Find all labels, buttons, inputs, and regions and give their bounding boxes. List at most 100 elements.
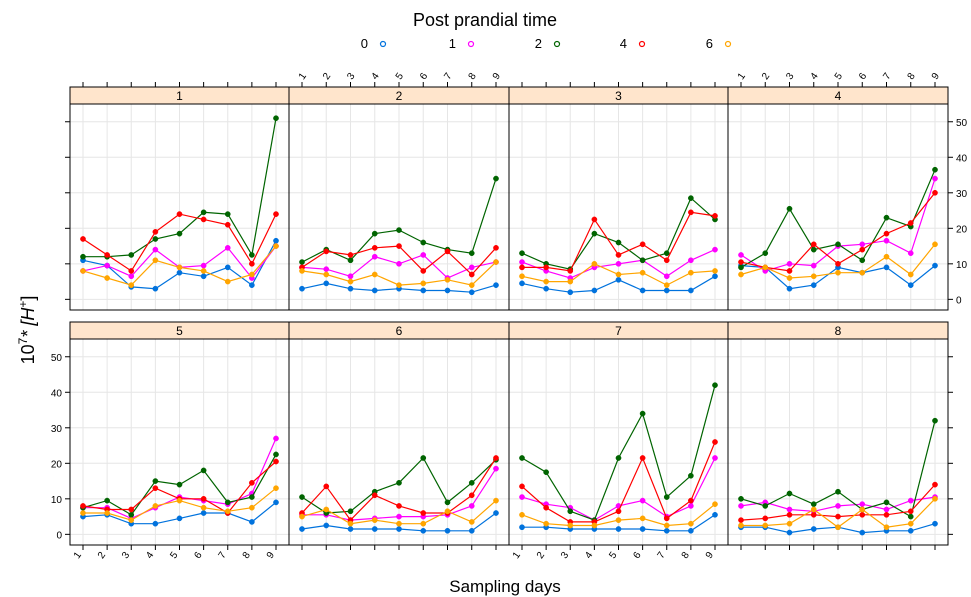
point-2 xyxy=(104,497,110,504)
point-2 xyxy=(859,257,866,264)
point-1 xyxy=(810,262,817,269)
point-1 xyxy=(519,259,525,265)
point-4 xyxy=(591,216,598,223)
point-6 xyxy=(615,271,622,278)
point-0 xyxy=(639,526,646,532)
point-4 xyxy=(396,243,402,249)
point-0 xyxy=(519,524,525,531)
point-0 xyxy=(615,526,622,532)
point-2 xyxy=(663,250,670,257)
point-2 xyxy=(420,239,427,246)
point-6 xyxy=(810,273,817,280)
y-tick-label-left: 40 xyxy=(51,388,63,399)
y-tick-label-left: 50 xyxy=(51,353,63,364)
x-tick-label-top: 2 xyxy=(321,71,333,82)
x-axis-title: Sampling days xyxy=(449,577,561,596)
point-2 xyxy=(810,246,817,253)
point-4 xyxy=(543,504,549,511)
point-2 xyxy=(591,230,598,237)
legend-marker-4 xyxy=(638,40,646,48)
point-1 xyxy=(396,513,402,520)
y-tick-label-right: 10 xyxy=(956,260,968,271)
point-2 xyxy=(519,250,525,257)
point-2 xyxy=(639,410,646,417)
point-0 xyxy=(859,529,866,536)
point-6 xyxy=(639,515,646,522)
point-6 xyxy=(468,282,475,288)
point-0 xyxy=(663,287,670,294)
point-6 xyxy=(712,268,718,274)
x-tick-label-top: 5 xyxy=(833,71,845,82)
point-4 xyxy=(835,513,841,520)
point-4 xyxy=(468,492,475,499)
x-tick-label-top: 5 xyxy=(394,71,406,82)
x-tick-label-bottom: 7 xyxy=(217,550,229,561)
x-tick-label-bottom: 1 xyxy=(72,550,84,561)
point-0 xyxy=(688,287,694,294)
point-0 xyxy=(323,280,330,287)
x-tick-label-top: 1 xyxy=(297,71,309,82)
point-0 xyxy=(543,285,549,292)
y-tick-label-left: 0 xyxy=(56,530,62,541)
x-tick-label-bottom: 3 xyxy=(120,550,132,561)
y-tick-label-right: 50 xyxy=(956,118,968,129)
point-6 xyxy=(567,278,574,285)
point-0 xyxy=(493,510,499,516)
x-tick-label-bottom: 9 xyxy=(265,550,277,561)
point-6 xyxy=(420,280,427,287)
point-0 xyxy=(273,237,279,244)
point-0 xyxy=(468,527,475,534)
y-axis-title-end: ] xyxy=(18,296,38,301)
point-1 xyxy=(615,260,622,267)
point-0 xyxy=(786,529,793,536)
point-4 xyxy=(663,257,670,264)
point-2 xyxy=(835,241,841,248)
point-2 xyxy=(200,467,207,474)
x-tick-label-bottom: 8 xyxy=(680,550,692,561)
point-2 xyxy=(567,508,574,515)
point-6 xyxy=(493,259,499,265)
point-2 xyxy=(224,499,231,506)
point-2 xyxy=(810,501,817,508)
strip-label-5: 5 xyxy=(176,324,183,338)
point-1 xyxy=(396,260,402,267)
point-0 xyxy=(493,282,499,288)
point-2 xyxy=(371,230,378,237)
point-2 xyxy=(932,166,938,173)
point-6 xyxy=(810,506,817,513)
point-6 xyxy=(200,268,207,274)
point-0 xyxy=(786,285,793,292)
point-2 xyxy=(224,211,231,217)
point-4 xyxy=(371,492,378,499)
point-0 xyxy=(639,287,646,294)
point-4 xyxy=(712,213,718,219)
point-6 xyxy=(152,503,159,509)
point-0 xyxy=(299,285,305,292)
point-2 xyxy=(273,451,279,458)
point-4 xyxy=(104,252,110,258)
point-0 xyxy=(371,526,378,532)
point-0 xyxy=(249,519,255,525)
point-0 xyxy=(176,269,183,276)
point-0 xyxy=(273,499,279,506)
point-1 xyxy=(738,503,744,509)
x-tick-label-bottom: 1 xyxy=(511,550,523,561)
point-2 xyxy=(762,250,769,257)
point-2 xyxy=(128,511,135,518)
point-6 xyxy=(591,260,598,267)
point-1 xyxy=(859,241,866,248)
y-axis-title-charge: + xyxy=(16,301,30,308)
point-2 xyxy=(347,257,354,264)
point-0 xyxy=(371,287,378,294)
x-tick-label-top: 6 xyxy=(857,71,869,82)
point-6 xyxy=(200,504,207,511)
strip-label-1: 1 xyxy=(176,89,183,103)
point-0 xyxy=(152,520,159,527)
x-tick-label-top: 8 xyxy=(906,71,918,82)
legend-label-1: 1 xyxy=(449,36,456,51)
point-4 xyxy=(688,497,694,504)
point-1 xyxy=(835,503,841,509)
point-4 xyxy=(639,241,646,248)
point-2 xyxy=(249,252,255,258)
